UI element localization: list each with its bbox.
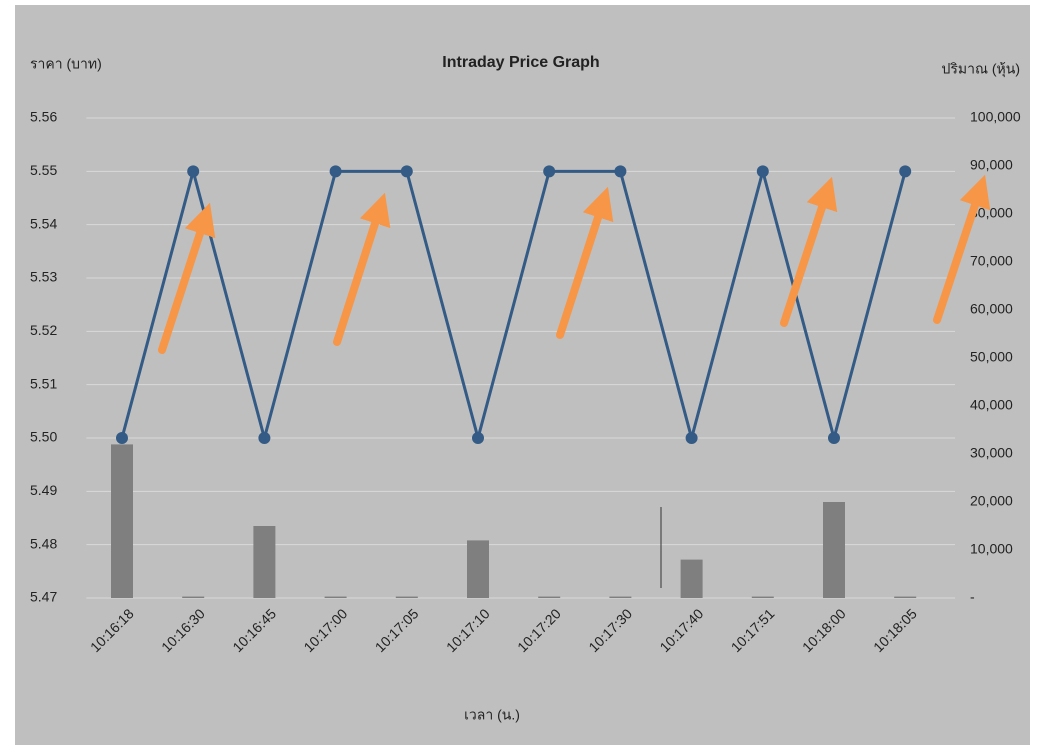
- price-marker: [828, 432, 840, 444]
- bar: [823, 502, 845, 598]
- price-marker: [472, 432, 484, 444]
- price-marker: [614, 165, 627, 178]
- y2-tick-label: 70,000: [970, 253, 1013, 269]
- bar: [182, 596, 205, 598]
- chart-background: [15, 5, 1030, 745]
- bar: [609, 596, 632, 598]
- y2-tick-label: -: [970, 589, 975, 605]
- y-tick-label: 5.47: [30, 589, 57, 605]
- y2-tick-label: 100,000: [970, 109, 1021, 125]
- bar: [395, 596, 418, 598]
- plot: 5.47 5.48 5.49 5.50 5.51 5.52 5.53 5.54 5.55 5.56…: [30, 109, 1021, 656]
- y-tick-label: 5.53: [30, 269, 57, 285]
- price-marker: [329, 165, 342, 178]
- bar: [467, 540, 489, 598]
- bar: [751, 596, 774, 598]
- arrow: [933, 174, 991, 324]
- price-marker: [116, 432, 128, 444]
- price-marker: [187, 165, 200, 178]
- y2-tick-label: 40,000: [970, 397, 1013, 413]
- arrow: [333, 192, 391, 346]
- y2-tick-label: 60,000: [970, 301, 1013, 317]
- price-marker: [400, 165, 413, 178]
- price-line: [120, 165, 907, 444]
- y-tick-label: 5.55: [30, 162, 57, 178]
- chart-title: Intraday Price Graph: [442, 54, 599, 71]
- price-marker: [756, 165, 769, 178]
- bar: [324, 596, 347, 598]
- price-marker: [258, 432, 271, 444]
- y2-axis-label: ปริมาณ (หุ้น): [942, 61, 1021, 78]
- y-axis-label: ราคา (บาท): [30, 56, 102, 72]
- y-tick-label: 5.56: [30, 109, 57, 125]
- y-tick-label: 5.49: [30, 482, 57, 498]
- price-marker: [899, 165, 912, 178]
- annotation-arrows: [158, 174, 991, 354]
- bar: [253, 526, 276, 598]
- arrow: [556, 186, 614, 339]
- price-marker: [685, 432, 698, 444]
- price-marker: [543, 165, 556, 178]
- y-tick-label: 5.48: [30, 535, 57, 551]
- y-tick-label: 5.54: [30, 215, 57, 231]
- y-tick-label: 5.51: [30, 375, 57, 391]
- arrow: [780, 176, 838, 327]
- y2-tick-label: 50,000: [970, 349, 1013, 365]
- y2-tick-label: 90,000: [970, 157, 1013, 173]
- y-tick-label: 5.50: [30, 429, 57, 445]
- x-axis-label: เวลา (น.): [464, 707, 520, 723]
- bar: [894, 596, 917, 598]
- bar: [538, 596, 561, 598]
- bar: [680, 559, 703, 598]
- arrow: [158, 202, 216, 354]
- y2-tick-label: 30,000: [970, 445, 1013, 461]
- y-tick-label: 5.52: [30, 322, 57, 338]
- y2-tick-label: 20,000: [970, 493, 1013, 509]
- bar: [111, 444, 133, 598]
- y2-tick-label: 10,000: [970, 541, 1013, 557]
